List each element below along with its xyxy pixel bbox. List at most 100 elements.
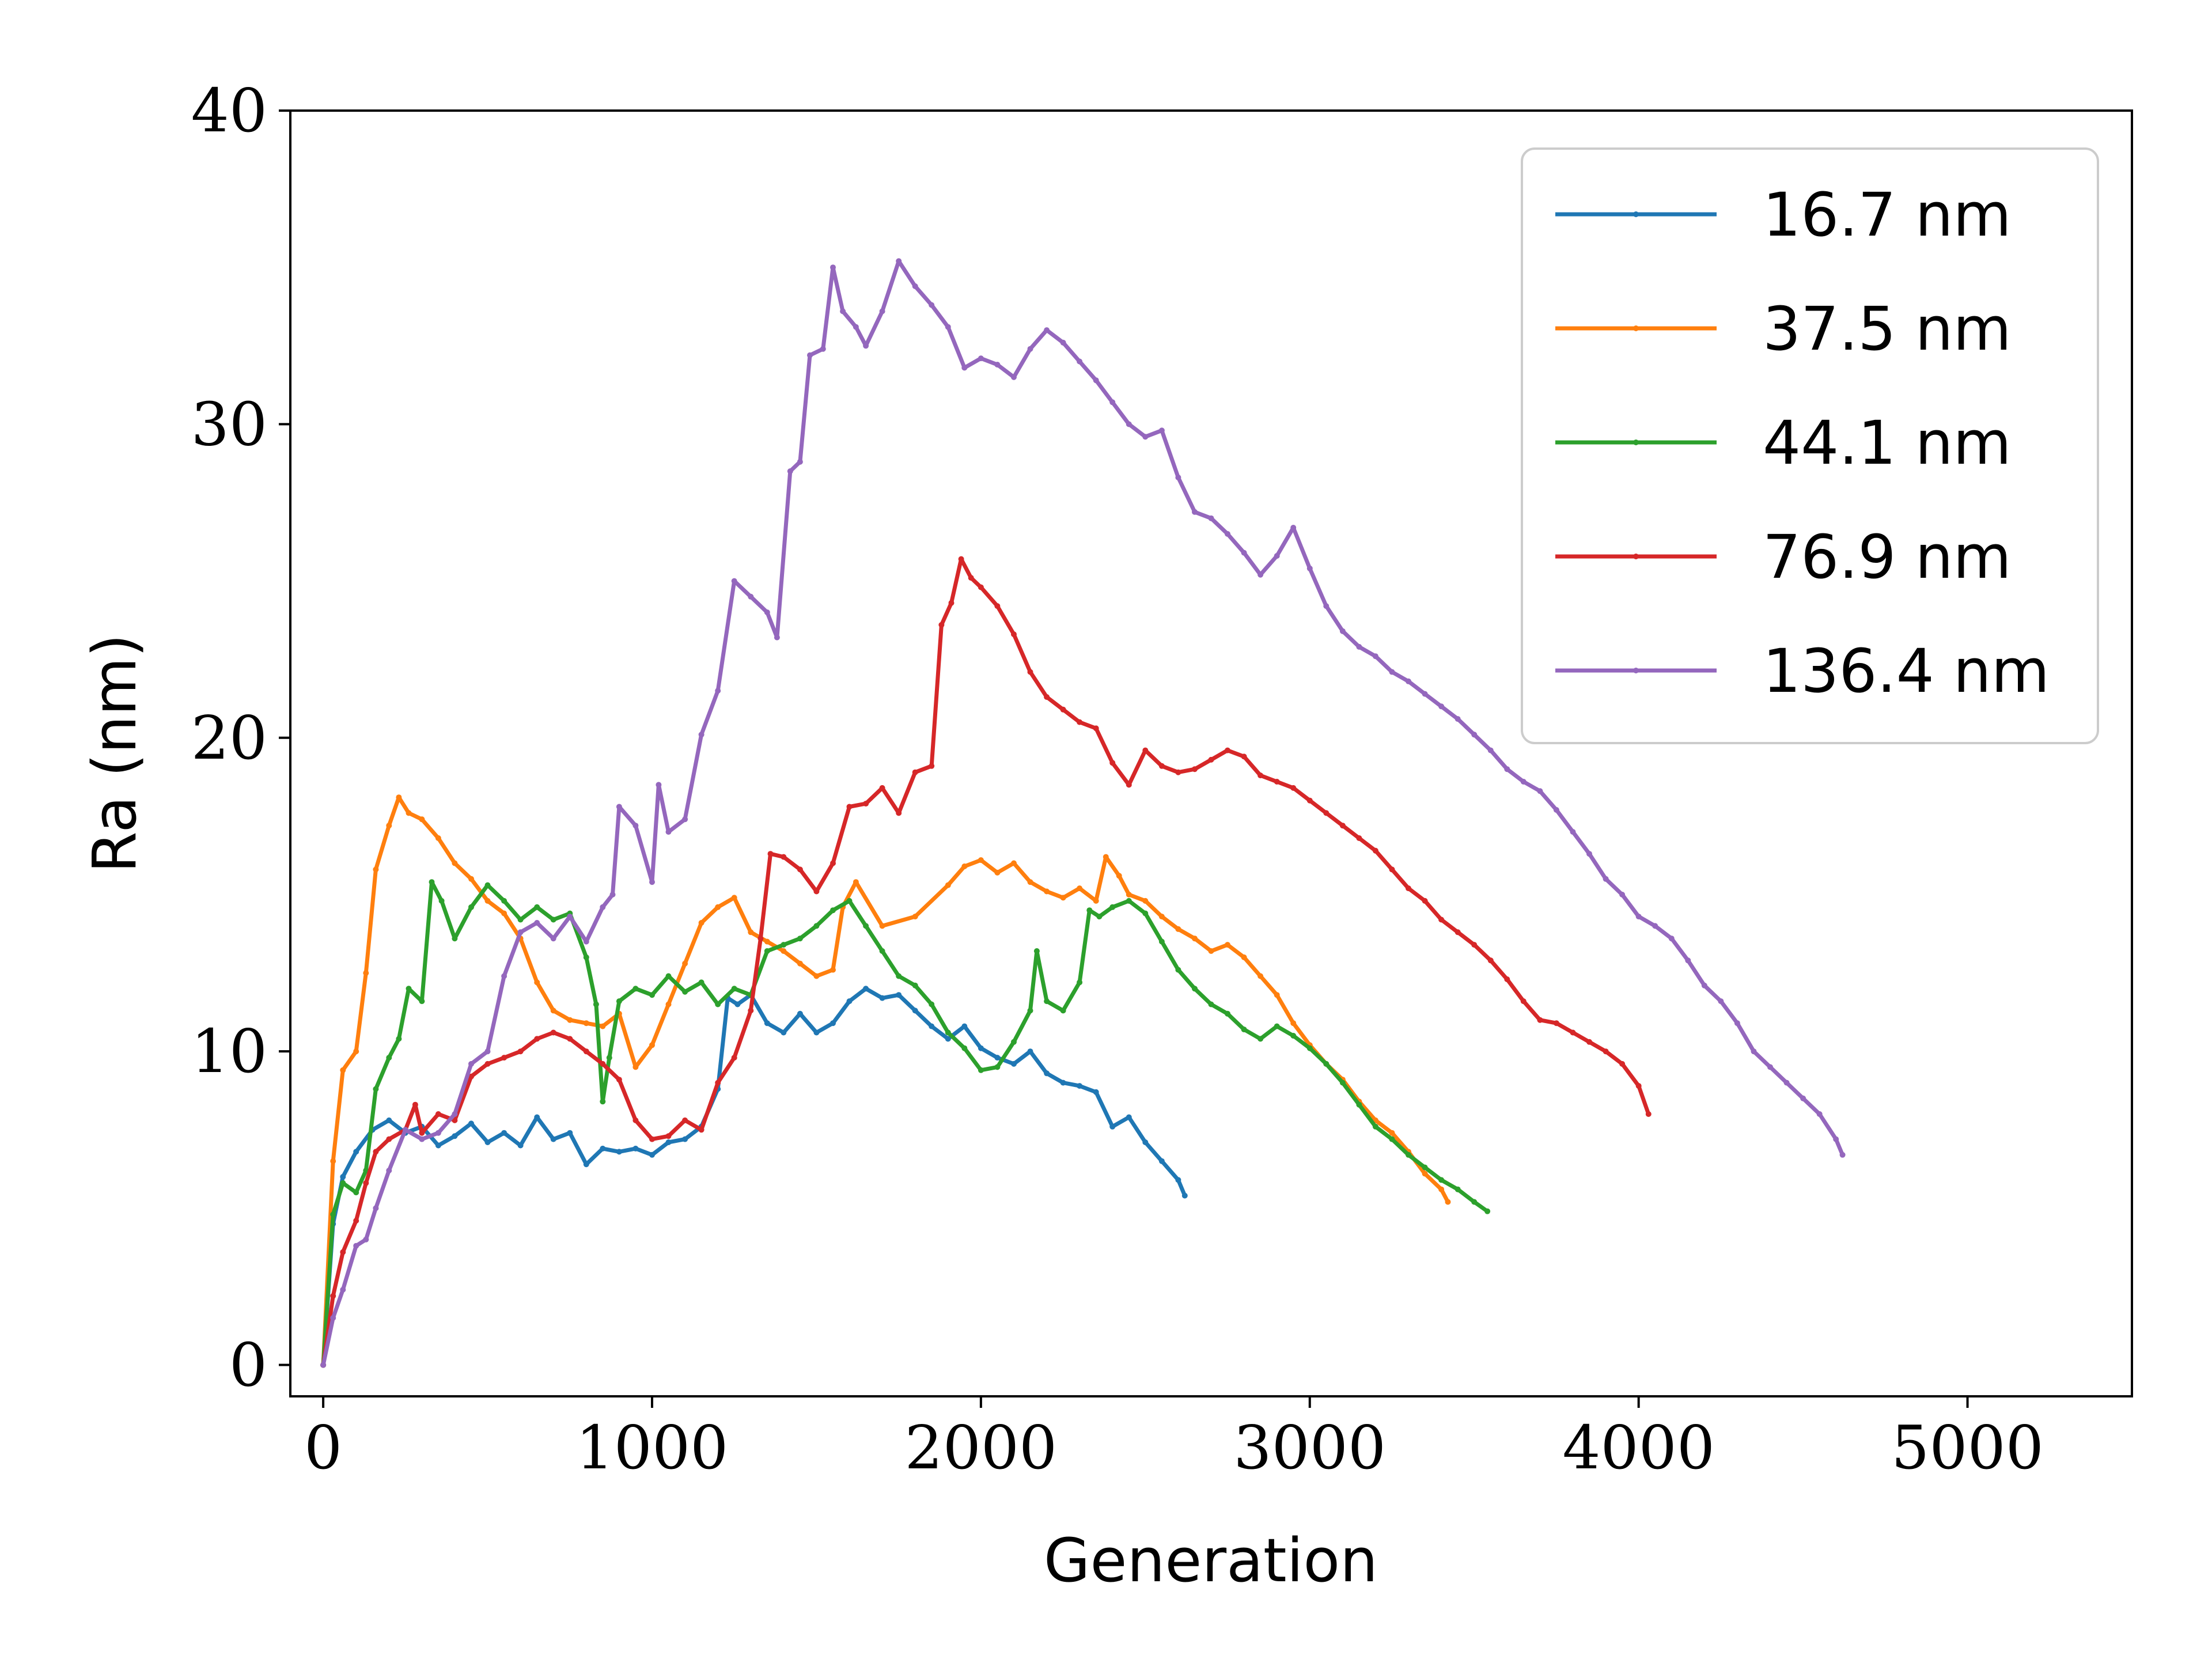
data-point	[1356, 643, 1362, 650]
data-point	[1339, 628, 1346, 634]
data-point	[386, 1136, 392, 1142]
data-point	[517, 916, 524, 923]
data-point	[879, 948, 885, 954]
data-point	[1274, 1023, 1280, 1029]
data-point	[1619, 1060, 1626, 1067]
data-point	[938, 622, 945, 628]
data-point	[978, 857, 984, 863]
y-tick-label: 0	[229, 1330, 267, 1400]
data-point	[593, 1001, 599, 1007]
data-point	[929, 302, 935, 308]
data-point	[567, 1036, 573, 1042]
data-point	[1290, 785, 1297, 791]
data-point	[406, 986, 412, 992]
data-point	[863, 801, 869, 807]
data-point	[1372, 1123, 1378, 1130]
data-point	[484, 1048, 491, 1055]
data-point	[1158, 914, 1165, 920]
data-point	[1241, 753, 1247, 760]
data-point	[665, 1133, 672, 1139]
series-line-1	[321, 795, 1450, 1368]
data-point	[386, 823, 392, 829]
data-point	[1372, 847, 1378, 854]
data-point	[583, 954, 589, 960]
legend: 16.7 nm 37.5 nm 44.1 nm 76.9 nm 136.4 nm	[1521, 147, 2099, 744]
data-point	[330, 1293, 336, 1299]
data-point	[550, 1136, 556, 1142]
data-point	[807, 352, 813, 358]
legend-items: 16.7 nm 37.5 nm 44.1 nm 76.9 nm 136.4 nm	[1555, 180, 2050, 706]
data-point	[1422, 1164, 1428, 1171]
data-point	[1422, 1171, 1428, 1177]
data-point	[1783, 1080, 1790, 1086]
data-point	[1011, 631, 1017, 638]
data-point	[929, 1023, 935, 1029]
data-point	[468, 1073, 474, 1080]
data-point	[1033, 948, 1040, 954]
data-point	[550, 916, 556, 923]
data-point	[1455, 929, 1461, 935]
data-point	[1142, 897, 1149, 904]
data-point	[1158, 427, 1165, 434]
data-point	[863, 986, 869, 992]
data-point	[1438, 1177, 1445, 1183]
data-point	[1455, 1186, 1461, 1192]
data-point	[1455, 716, 1461, 722]
data-point	[1586, 851, 1592, 857]
data-point	[1192, 986, 1198, 992]
data-point	[452, 1111, 458, 1117]
data-point	[435, 1111, 441, 1117]
x-axis-label: Generation	[1044, 1525, 1378, 1596]
data-point	[1635, 1083, 1642, 1089]
data-point	[1487, 957, 1494, 964]
data-point	[879, 923, 885, 929]
data-point	[1839, 1152, 1846, 1158]
data-point	[649, 1136, 655, 1142]
data-point	[665, 973, 672, 979]
data-point	[1257, 973, 1264, 979]
data-point	[429, 879, 435, 885]
data-point	[1438, 703, 1445, 710]
legend-label: 37.5 nm	[1763, 294, 2012, 364]
data-point	[1274, 992, 1280, 998]
data-point	[797, 935, 803, 942]
data-point	[968, 575, 974, 581]
data-point	[774, 634, 780, 641]
data-point	[330, 1315, 336, 1321]
data-point	[1142, 910, 1149, 916]
data-point	[958, 556, 964, 562]
data-point	[1471, 1199, 1478, 1205]
data-point	[929, 1001, 935, 1007]
data-point	[534, 1036, 540, 1042]
data-point	[715, 904, 721, 910]
data-point	[534, 920, 540, 926]
data-point	[468, 1120, 474, 1127]
data-point	[1438, 916, 1445, 923]
data-point	[1504, 976, 1510, 982]
x-tick-label: 3000	[1233, 1412, 1386, 1483]
x-tick-label: 4000	[1562, 1412, 1715, 1483]
data-point	[840, 308, 846, 315]
y-tick-label: 20	[191, 703, 267, 773]
data-point	[616, 804, 622, 810]
data-point	[1027, 1007, 1033, 1014]
data-point	[406, 810, 412, 816]
data-point	[781, 1029, 787, 1036]
data-point	[1504, 766, 1510, 772]
legend-label: 136.4 nm	[1763, 636, 2050, 706]
data-point	[813, 923, 820, 929]
data-point	[501, 1055, 507, 1061]
series-layer	[320, 258, 1846, 1368]
data-point	[567, 1130, 573, 1136]
data-point	[1060, 706, 1066, 713]
data-point	[1306, 565, 1313, 571]
data-point	[797, 960, 803, 967]
data-point	[912, 1007, 918, 1014]
data-point	[452, 860, 458, 866]
data-point	[1306, 1045, 1313, 1051]
data-point	[517, 929, 524, 935]
data-point	[501, 897, 507, 904]
data-point	[731, 578, 737, 584]
data-point	[748, 1007, 754, 1014]
data-point	[1241, 1027, 1247, 1033]
